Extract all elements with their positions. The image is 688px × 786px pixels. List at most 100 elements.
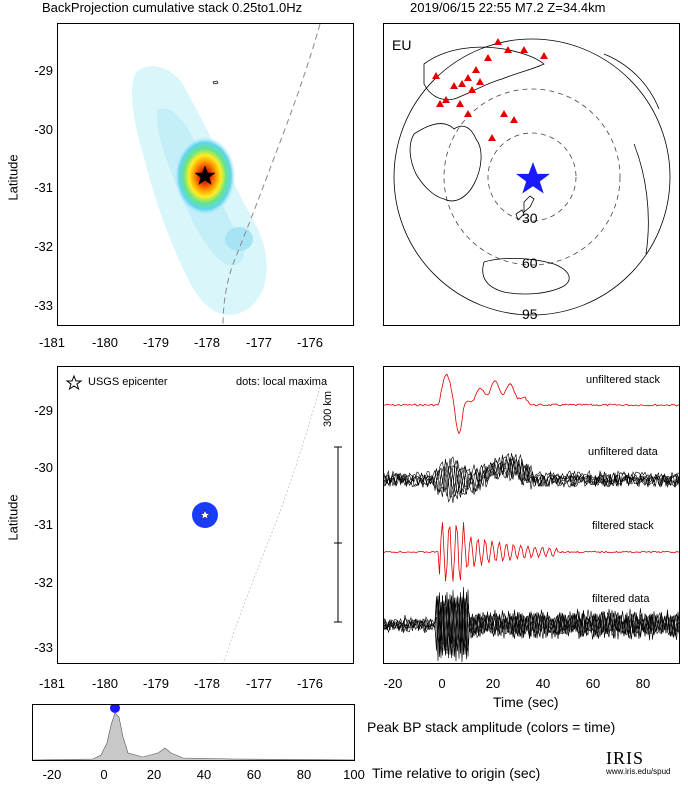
distance-ring-30 [487,132,577,222]
station-icon [468,86,476,93]
backprojection-map-panel [57,23,354,326]
landmass-asia [423,46,545,101]
peak-time-tick: 100 [343,767,365,782]
scale-label: 300 km [322,390,334,427]
station-icon [488,134,496,141]
station-icon [504,46,512,53]
unfiltered-data-trace [384,457,679,503]
peak-caption: Peak BP stack amplitude (colors = time) [367,719,616,735]
station-icon [476,78,484,85]
peak-amplitude-dot [110,705,120,713]
station-icon [442,96,450,103]
peak-time-tick: 60 [246,767,262,782]
time-tick: 60 [585,676,601,691]
left-title: BackProjection cumulative stack 0.25to1.… [42,0,303,15]
map-lat-tick: -30 [34,122,53,137]
map-lat-tick: -31 [34,180,53,195]
trench-line [222,24,321,325]
epicenter-star-icon [516,162,550,194]
map-lon-tick: -178 [193,335,221,350]
traces-xlabel: Time (sec) [493,694,559,710]
map-lon-tick: -180 [91,335,119,350]
maxima-lat-tick: -31 [34,517,53,532]
unfiltered-data-trace [384,457,679,503]
station-icon [464,110,472,117]
station-globe-panel: EU 30 60 95 [383,23,680,326]
epicenter-star-icon [194,165,216,186]
station-icon [540,52,548,59]
station-icon [450,82,458,89]
time-tick: 20 [485,676,501,691]
iris-logo-url: www.iris.edu/spud [606,767,671,776]
maxima-lon-tick: -177 [245,676,273,691]
landmass-new-zealand [515,195,535,221]
trench-line [223,386,321,663]
peak-time-tick: 40 [196,767,212,782]
iris-logo: IRIS www.iris.edu/spud [606,748,686,784]
station-icon [484,54,492,61]
map-lat-tick: -33 [34,298,53,313]
globe-outline [393,38,671,316]
unfiltered-data-trace [384,453,679,498]
region-label: EU [392,37,412,53]
trace-label: unfiltered stack [586,374,660,386]
landmass-australia [409,123,482,202]
maxima-lon-tick: -180 [91,676,119,691]
peak-time-tick: 80 [296,767,312,782]
time-tick: -20 [383,676,403,691]
peak-amplitude-panel [32,704,355,761]
ring-label-60: 60 [522,255,538,271]
distance-ring-60 [443,88,621,266]
peak-time-tick: 0 [100,767,108,782]
traces-svg [384,373,679,663]
maxima-ylabel: Latitude [5,494,21,541]
trace-label: filtered stack [592,520,654,532]
right-title: 2019/06/15 22:55 M7.2 Z=34.4km [410,0,606,15]
legend-epicenter-label: USGS epicenter [88,376,168,388]
filtered-stack-trace [384,522,679,582]
peak-amplitude-area [33,712,354,760]
peak-xlabel: Time relative to origin (sec) [372,765,541,781]
epicenter-star-icon [199,509,211,520]
trace-label: filtered data [592,593,650,605]
peak-amplitude-svg [33,705,354,760]
maxima-lat-tick: -30 [34,460,53,475]
filtered-data-trace [384,586,679,658]
trace-label: unfiltered data [588,446,658,458]
time-tick: 80 [635,676,651,691]
map-lat-tick: -29 [34,63,53,78]
maxima-lat-tick: -29 [34,403,53,418]
station-icon [472,66,480,73]
maxima-lat-tick: -32 [34,575,53,590]
map-ylabel: Latitude [5,154,21,201]
station-icon [510,116,518,123]
ring-label-30: 30 [522,210,538,226]
station-markers [432,38,548,141]
station-icon [500,110,508,117]
map-lon-tick: -179 [142,335,170,350]
traces-panel: unfiltered stack unfiltered data filtere… [383,366,680,664]
maxima-lon-tick: -176 [296,676,324,691]
station-icon [520,46,528,53]
maxima-lat-tick: -33 [34,640,53,655]
map-lon-tick: -181 [38,335,66,350]
ring-label-95: 95 [522,306,538,322]
backprojection-map-svg [132,24,321,325]
legend-star-icon [65,374,83,391]
maxima-lon-tick: -181 [38,676,66,691]
peak-time-tick: -20 [42,767,62,782]
maxima-lon-tick: -179 [142,676,170,691]
station-icon [436,100,444,107]
station-icon [432,72,440,79]
station-icon [458,80,466,87]
map-lon-tick: -176 [296,335,324,350]
unfiltered-data-trace [384,454,679,498]
station-icon [456,100,464,107]
station-icon [464,74,472,81]
map-lat-tick: -32 [34,239,53,254]
landmass-antarctica [482,257,570,295]
landmass-americas [603,53,660,255]
local-maxima-panel: USGS epicenter dots: local maxima 300 km [57,366,354,664]
legend-dots-label: dots: local maxima [236,376,328,388]
iris-logo-text: IRIS [606,748,645,768]
